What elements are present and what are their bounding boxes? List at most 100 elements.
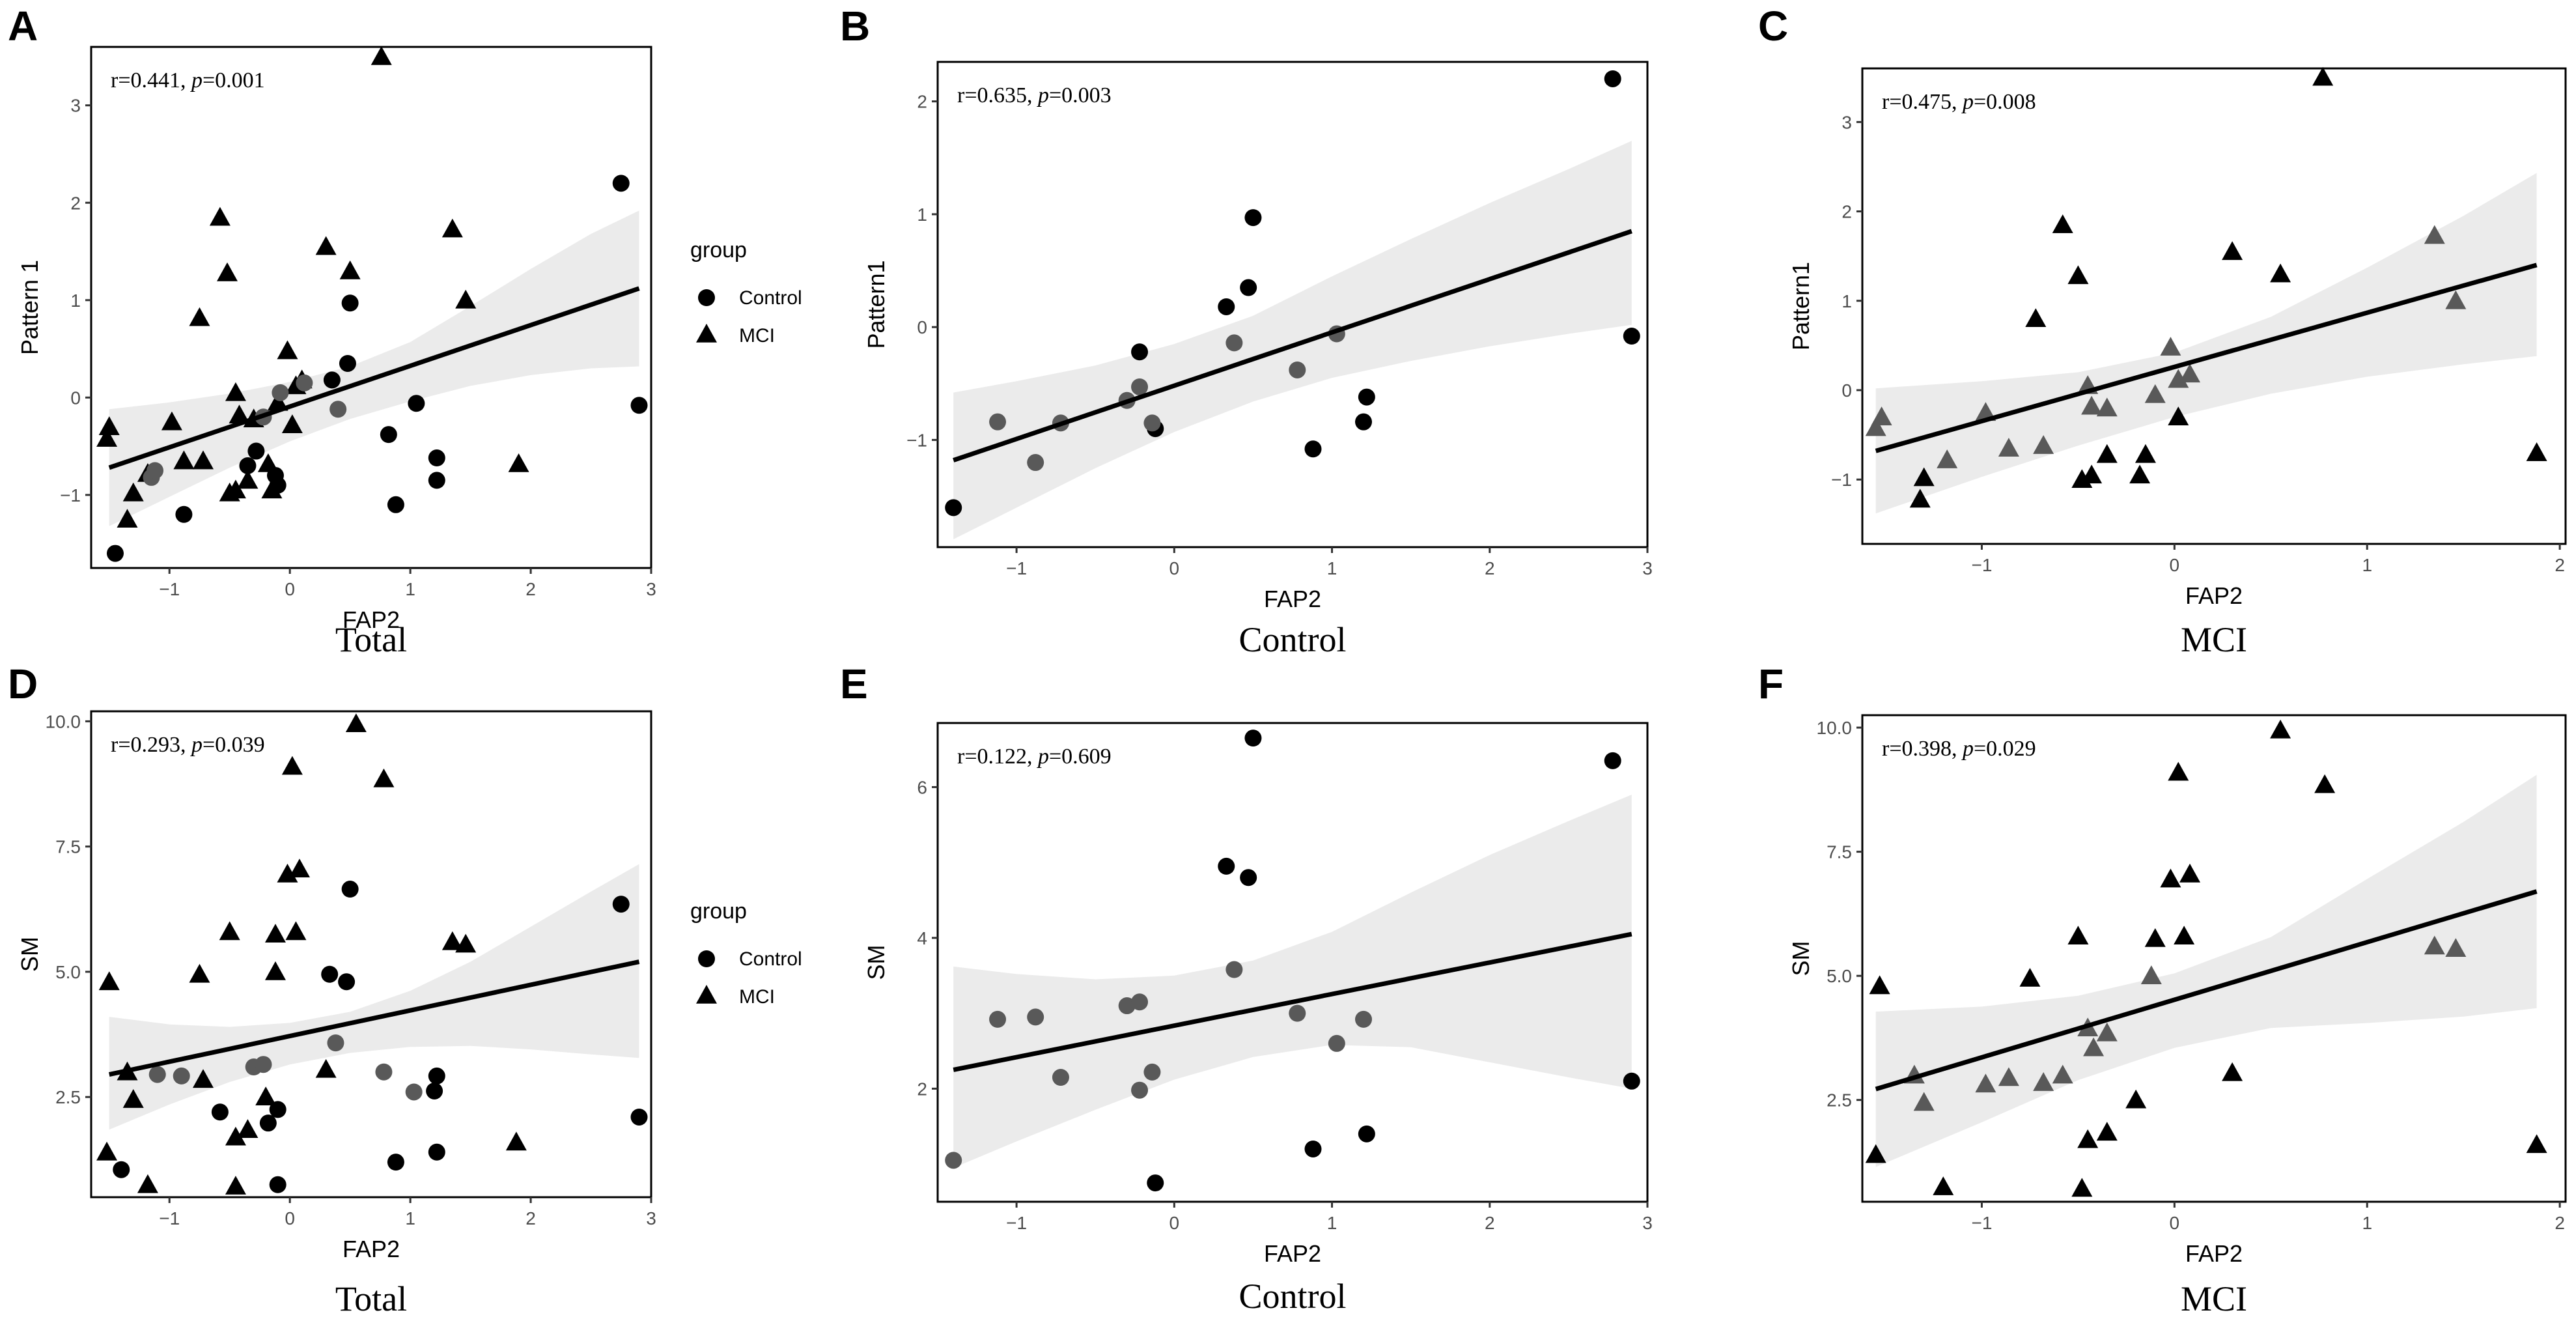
data-point [277,340,298,360]
y-tick-label: 0 [917,317,927,337]
data-point [1218,298,1235,315]
data-point [2424,935,2445,955]
data-point [2312,66,2334,86]
data-point [1225,334,1243,352]
x-tick-label: 1 [1327,1213,1337,1233]
data-point [96,428,118,447]
data-point [1358,388,1375,406]
annotation-p-symbol: p [1037,83,1049,107]
panel-b: B −1 0 1 2 3 −1 0 1 2 FAP2 Pattern1 r=0.635, p=0.003… [840,3,1653,659]
regression-line [953,229,1632,462]
data-point [1289,361,1306,378]
data-point [2168,369,2189,388]
data-point [612,175,630,192]
data-point [375,1063,393,1081]
y-axis-title: SM [1787,941,1814,976]
legend: group Control MCI [690,238,802,347]
data-point [321,965,339,983]
data-point [1143,414,1161,432]
annotation-p-symbol: p [1037,745,1049,769]
annotation-p: =0.609 [1049,745,1112,769]
x-tick-label: 2 [2555,555,2565,575]
panel-caption: Control [1239,620,1346,659]
data-point [2083,1037,2105,1057]
y-tick-label: 1 [1841,291,1852,311]
data-point [1933,1176,1954,1195]
data-point [296,374,313,391]
data-point [175,505,193,523]
data-point [255,1056,272,1073]
x-tick-label: 0 [1169,558,1180,578]
data-point [209,206,231,226]
y-tick-label: 6 [917,777,927,797]
x-tick-label: 2 [1485,558,1495,578]
data-point [1240,869,1257,886]
data-point [630,1108,648,1126]
annotation-p: =0.003 [1049,83,1112,107]
data-point [113,1161,130,1178]
data-point [2096,1122,2118,1141]
data-point [96,1141,118,1161]
data-point [1975,1073,1996,1093]
data-point [98,971,120,991]
x-axis-title: FAP2 [343,1236,400,1262]
data-point [237,1119,259,1138]
data-point [2174,926,2195,944]
data-point [405,1083,423,1101]
y-tick-label: 1 [70,291,81,311]
y-tick-label: 2 [917,1079,927,1099]
data-point [219,921,240,941]
data-point [1147,1174,1164,1192]
plot-frame [936,722,1649,1203]
annotation-p: =0.029 [1974,737,2036,761]
data-point [1623,1072,1640,1090]
y-tick-label: 2.5 [1827,1090,1852,1111]
data-point [315,1058,337,1078]
annotation-p-symbol: p [1961,737,1974,761]
data-point [285,921,307,941]
data-point [1131,1081,1149,1099]
data-point [329,401,347,418]
data-point [505,1131,527,1151]
data-point [255,1086,277,1105]
data-point [428,1143,445,1161]
y-tick-label: 7.5 [55,837,81,857]
y-tick-label: 2.5 [55,1087,81,1107]
data-point [1998,438,2019,457]
data-point [193,1069,214,1088]
data-point [2270,719,2291,739]
data-point [2033,435,2054,454]
data-point [1304,440,1322,458]
data-point [989,1010,1007,1028]
data-point [2222,1062,2243,1081]
correlation-annotation: r=0.398, p=0.029 [1882,737,2036,761]
annotation-r: r=0.293, [111,733,191,757]
regression-line [108,286,640,470]
data-point [189,307,210,326]
data-point [2424,225,2445,244]
x-tick-label: −1 [159,579,180,599]
y-axis-title: Pattern1 [1787,262,1814,350]
y-axis-title: Pattern 1 [16,260,43,355]
x-tick-label: 1 [405,1208,415,1228]
y-tick-label: 5.0 [55,962,81,982]
data-point [225,1176,246,1195]
data-point [193,450,214,470]
correlation-annotation: r=0.635, p=0.003 [957,83,1112,107]
y-tick-label: 1 [917,205,927,225]
panel-letter: F [1758,660,1784,707]
data-point [2052,214,2073,233]
data-point [2019,967,2041,987]
data-point [211,1103,229,1121]
data-point [2270,263,2291,283]
data-point [281,414,303,433]
data-point [2033,1072,2054,1091]
data-point [1913,467,1935,487]
confidence-band [953,795,1632,1168]
panel-caption: Total [335,620,407,659]
x-tick-label: −1 [1006,1213,1027,1233]
panel-caption: Control [1239,1277,1346,1316]
data-point [1998,1067,2019,1086]
data-point [441,931,463,950]
data-point [225,1126,246,1146]
